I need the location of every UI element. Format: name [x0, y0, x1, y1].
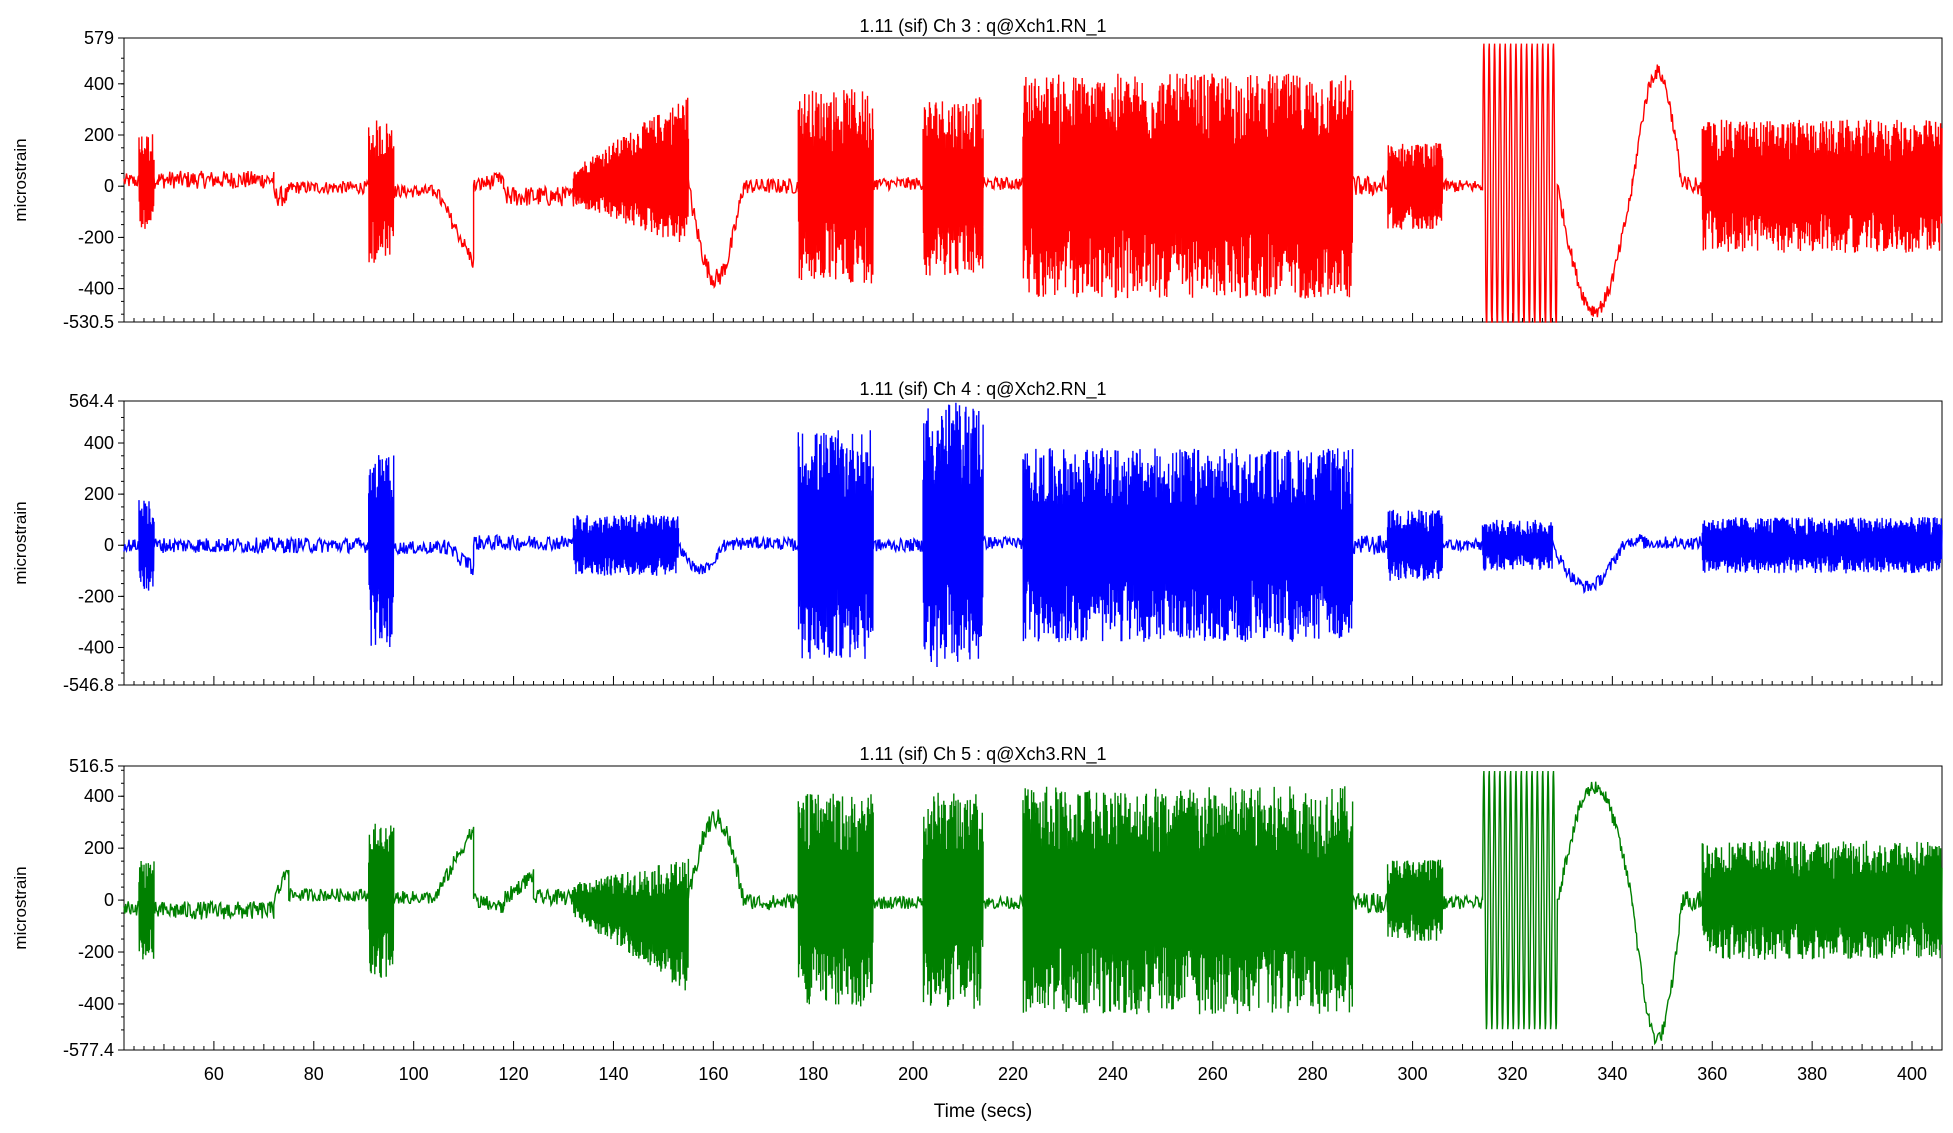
y-tick-label: 400 — [84, 786, 114, 806]
y-tick-label: -200 — [78, 586, 114, 606]
y-tick-label: 516.5 — [69, 756, 114, 776]
chart-title: 1.11 (sif) Ch 3 : q@Xch1.RN_1 — [859, 16, 1106, 37]
y-tick-label: 200 — [84, 125, 114, 145]
x-tick-label: 400 — [1897, 1064, 1927, 1084]
y-tick-label: 0 — [104, 535, 114, 555]
x-tick-label: 100 — [399, 1064, 429, 1084]
y-tick-label: 564.4 — [69, 391, 114, 411]
y-axis-label: microstrain — [11, 138, 30, 221]
chart-panel-3: 1.11 (sif) Ch 5 : q@Xch3.RN_1 microstrain… — [11, 744, 1943, 1060]
x-tick-label: 60 — [204, 1064, 224, 1084]
series-line — [123, 402, 1943, 668]
x-tick-label: 300 — [1398, 1064, 1428, 1084]
y-tick-label: -400 — [78, 637, 114, 657]
series-line — [123, 43, 1943, 323]
y-tick-label: -577.4 — [63, 1040, 114, 1060]
x-tick-label: 360 — [1697, 1064, 1727, 1084]
y-tick-label: -400 — [78, 994, 114, 1014]
y-tick-label: 579 — [84, 28, 114, 48]
x-tick-label: 380 — [1797, 1064, 1827, 1084]
x-tick-label: 220 — [998, 1064, 1028, 1084]
x-tick-label: 340 — [1597, 1064, 1627, 1084]
x-tick-label: 140 — [598, 1064, 628, 1084]
x-tick-label: 120 — [499, 1064, 529, 1084]
y-tick-label: 200 — [84, 484, 114, 504]
x-tick-label: 240 — [1098, 1064, 1128, 1084]
chart-panel-1: 1.11 (sif) Ch 3 : q@Xch1.RN_1 microstrain… — [11, 16, 1943, 332]
y-tick-label: 0 — [104, 890, 114, 910]
x-tick-label: 280 — [1298, 1064, 1328, 1084]
y-tick-label: 400 — [84, 74, 114, 94]
series-line — [123, 770, 1943, 1046]
y-tick-label: -200 — [78, 942, 114, 962]
x-tick-label: 80 — [304, 1064, 324, 1084]
x-tick-label: 260 — [1198, 1064, 1228, 1084]
chart-title: 1.11 (sif) Ch 5 : q@Xch3.RN_1 — [859, 744, 1106, 765]
y-tick-label: 200 — [84, 838, 114, 858]
y-tick-label: -546.8 — [63, 675, 114, 695]
y-tick-label: -400 — [78, 279, 114, 299]
y-tick-label: 400 — [84, 433, 114, 453]
y-axis-label: microstrain — [11, 501, 30, 584]
y-axis-label: microstrain — [11, 866, 30, 949]
chart-panel-2: 1.11 (sif) Ch 4 : q@Xch2.RN_1 microstrain… — [11, 379, 1943, 695]
x-tick-label: 180 — [798, 1064, 828, 1084]
y-tick-label: -200 — [78, 227, 114, 247]
y-tick-label: 0 — [104, 176, 114, 196]
y-tick-label: -530.5 — [63, 312, 114, 332]
x-tick-label: 200 — [898, 1064, 928, 1084]
x-tick-label: 320 — [1497, 1064, 1527, 1084]
x-tick-label: 160 — [698, 1064, 728, 1084]
chart-title: 1.11 (sif) Ch 4 : q@Xch2.RN_1 — [859, 379, 1106, 400]
x-axis-label: Time (secs) — [934, 1101, 1033, 1122]
